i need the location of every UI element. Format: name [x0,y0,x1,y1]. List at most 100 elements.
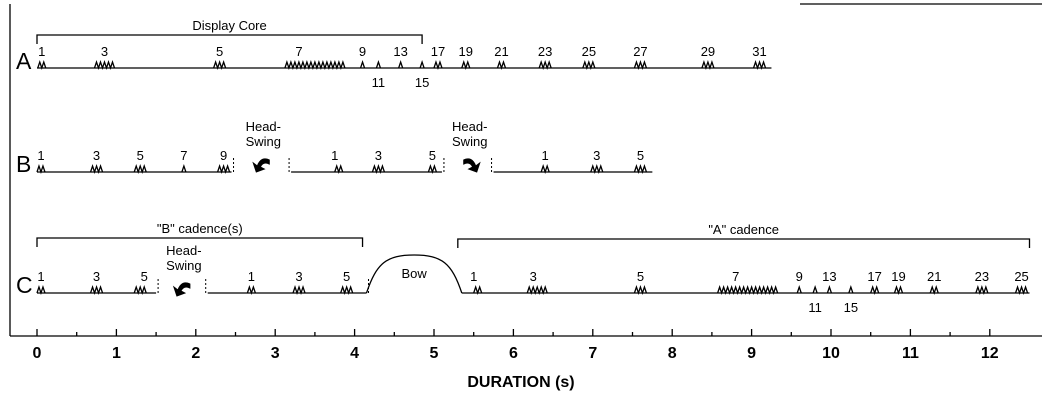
syllable-number: 31 [752,44,766,59]
head-swing-label: Swing [166,258,201,273]
syllable-number: 27 [633,44,647,59]
syllable-burst [870,284,880,296]
syllable-burst [496,59,507,71]
syllable-burst [796,284,802,294]
head-swing-label: Head- [166,243,201,258]
head-swing-label: Head- [452,119,487,134]
syllable-number: 3 [93,148,100,163]
syllable-burst [133,163,147,175]
row-label: B [16,151,31,177]
syllable-burst [93,59,116,71]
syllable-number: 1 [37,148,44,163]
syllable-burst [590,163,604,175]
syllable-burst [633,59,648,71]
syllable-number: 7 [180,148,187,163]
syllable-burst [359,59,366,69]
syllable-burst [633,284,648,296]
syllable-burst [246,284,256,296]
axis-tick-label: 1 [112,345,121,362]
syllable-burst [133,284,147,296]
head-swing-label: Head- [246,119,281,134]
syllable-number: 17 [431,44,445,59]
syllable-number: 25 [1014,269,1028,284]
bow-label: Bow [402,266,428,281]
syllable-burst [848,284,854,294]
syllable-burst [89,284,104,296]
syllable-number: 1 [470,269,477,284]
bracket-label: Display Core [192,18,266,33]
syllable-number: 29 [701,44,715,59]
duration-axis: 0 1 2 3 4 5 6 7 8 9 10 11 12 [33,329,999,362]
syllable-number: 3 [295,269,302,284]
syllable-burst [461,59,471,71]
syllable-number: 1 [331,148,338,163]
syllable-burst [36,284,46,296]
syllable-number: 9 [359,44,366,59]
syllable-burst [427,163,438,175]
syllable-burst [582,59,596,71]
axis-tick-label: 5 [430,345,439,362]
bracket-line [457,238,1031,248]
syllable-number: 11 [372,75,386,90]
syllable-burst [893,284,904,296]
row-label: C [16,272,33,298]
syllable-number: 7 [732,269,739,284]
syllable-number: 1 [38,44,45,59]
axis-tick-label: 2 [191,345,200,362]
syllable-burst [419,59,425,69]
axis-tick-label: 11 [902,345,919,362]
syllable-number: 3 [375,148,382,163]
syllable-number: 5 [137,148,144,163]
syllable-burst [812,284,818,294]
syllable-burst [433,59,443,71]
syllable-number: 23 [538,44,552,59]
syllable-number: 3 [93,269,100,284]
syllable-burst [473,284,483,296]
axis-tick-label: 12 [981,345,999,362]
axis-tick-label: 0 [33,345,42,362]
syllable-burst [1014,284,1029,296]
syllable-number: 1 [37,269,44,284]
syllable-burst [216,163,231,175]
syllable-number: 15 [844,300,858,315]
syllable-number: 13 [393,44,407,59]
syllable-burst [752,59,767,71]
head-swing-label: Swing [452,134,487,149]
syllable-number: 11 [808,300,822,315]
syllable-number: 23 [975,269,989,284]
syllable-number: 3 [593,148,600,163]
axis-tick-label: 3 [271,345,280,362]
syllable-number: 1 [542,148,549,163]
syllable-number: 19 [459,44,473,59]
syllable-burst [526,284,548,296]
axis-tick-label: 6 [509,345,518,362]
syllable-burst [213,59,227,71]
syllable-burst [929,284,939,296]
bracket-label: "A" cadence [708,222,779,237]
syllable-burst [375,59,382,69]
head-swing-arrow-icon [252,158,270,173]
bow-trace [365,254,463,294]
bracket-line [36,34,423,44]
syllable-number: 21 [927,269,941,284]
bracket-label: "B" cadence(s) [157,221,243,236]
syllable-burst [826,284,833,294]
syllable-burst [334,163,344,175]
syllable-burst [371,163,386,175]
syllable-burst [633,163,648,175]
syllable-number: 5 [216,44,223,59]
syllable-number: 21 [494,44,508,59]
figure-frame [9,3,1042,337]
head-swing-arrow-icon [172,282,191,297]
axis-tick-label: 8 [668,345,677,362]
syllable-burst [89,163,104,175]
syllable-burst [181,163,187,173]
syllable-burst [975,284,989,296]
syllable-burst [398,59,404,69]
syllable-burst [284,59,346,71]
syllable-number: 5 [141,269,148,284]
